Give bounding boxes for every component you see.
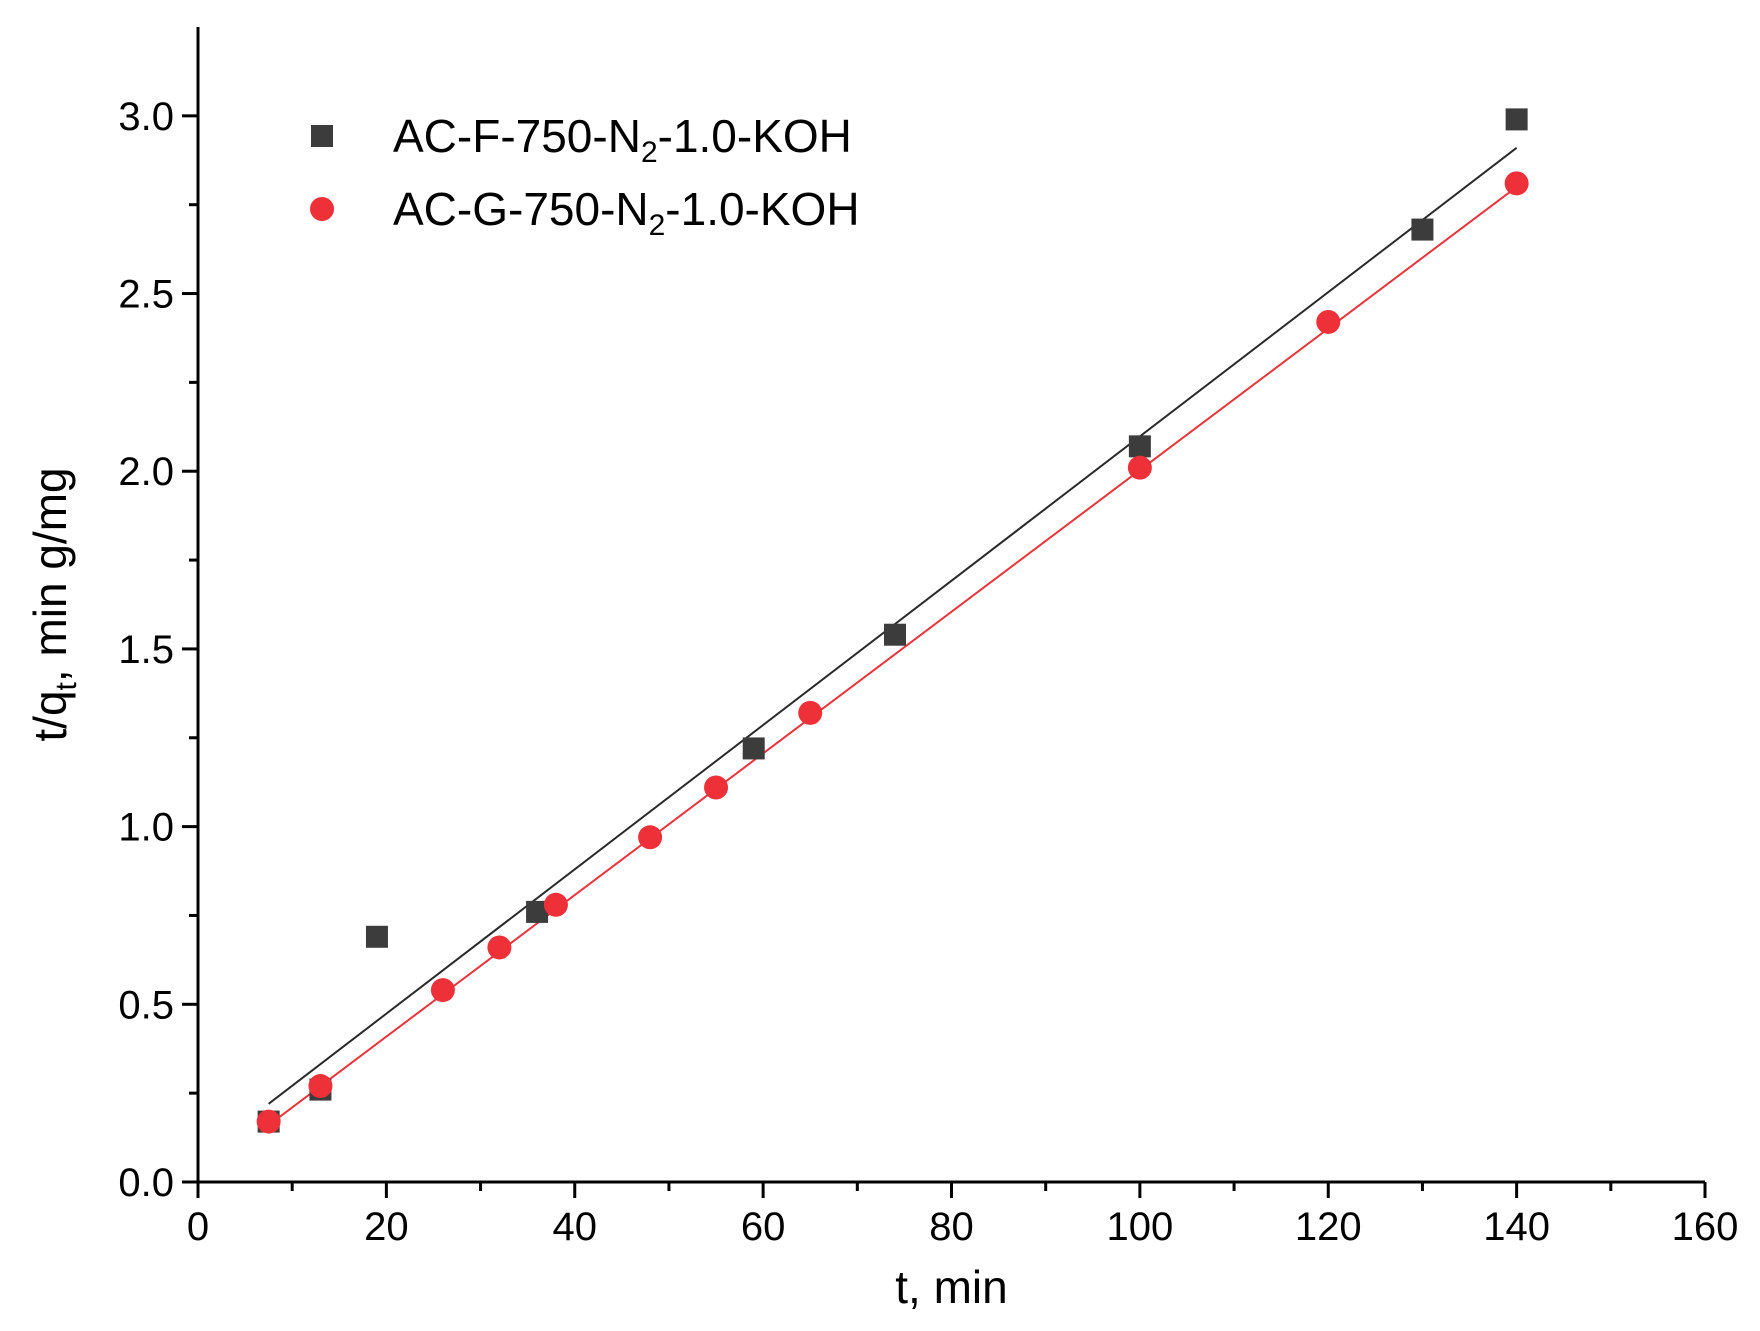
- legend-marker-circle: [310, 197, 334, 221]
- data-point-circle: [1316, 309, 1341, 334]
- data-point-circle: [487, 935, 512, 960]
- fit-line-series-2: [268, 186, 1518, 1126]
- legend-label-series-1: AC-F-750-N2-1.0-KOH: [393, 110, 852, 169]
- x-tick-label: 20: [364, 1205, 409, 1249]
- legend: AC-F-750-N2-1.0-KOH AC-G-750-N2-1.0-KOH: [310, 110, 860, 242]
- y-tick-label: 3.0: [118, 95, 174, 139]
- x-tick-label: 140: [1483, 1205, 1550, 1249]
- y-tick-label: 2.5: [118, 273, 174, 317]
- data-point-circle: [1127, 455, 1152, 480]
- data-point-circle: [543, 892, 568, 917]
- data-point-square: [1505, 108, 1528, 131]
- axes: 0 20 40 60 80 100 120 140 160 0.0 0.5 1.0 1.5 2.0 2.5 3…: [118, 27, 1738, 1249]
- x-axis-title: t, min: [895, 1261, 1007, 1313]
- legend-marker-square: [311, 125, 333, 147]
- data-point-circle: [256, 1109, 281, 1134]
- data-point-circle: [798, 700, 823, 725]
- legend-label-series-2: AC-G-750-N2-1.0-KOH: [393, 183, 860, 242]
- data-point-square: [742, 737, 765, 760]
- y-tick-label: 0.0: [118, 1161, 174, 1205]
- axis-titles: t, min t/qt, min g/mg: [24, 467, 1008, 1313]
- data-points: [256, 108, 1529, 1134]
- data-point-circle: [1504, 171, 1529, 196]
- data-point-circle: [638, 825, 663, 850]
- data-point-square: [365, 925, 388, 948]
- data-point-square: [1411, 218, 1434, 241]
- data-point-circle: [308, 1074, 333, 1099]
- y-tick-label: 1.0: [118, 806, 174, 850]
- data-point-circle: [430, 978, 455, 1003]
- y-axis-title: t/qt, min g/mg: [24, 467, 83, 741]
- x-tick-label: 60: [741, 1205, 786, 1249]
- x-tick-label: 0: [187, 1205, 209, 1249]
- data-point-circle: [704, 775, 729, 800]
- x-tick-label: 120: [1295, 1205, 1362, 1249]
- data-point-square: [1128, 435, 1151, 458]
- x-tick-label: 100: [1107, 1205, 1174, 1249]
- x-tick-label: 160: [1672, 1205, 1739, 1249]
- data-point-square: [526, 900, 549, 923]
- x-tick-label: 40: [553, 1205, 598, 1249]
- data-point-square: [883, 623, 906, 646]
- y-tick-label: 0.5: [118, 983, 174, 1027]
- x-tick-label: 80: [929, 1205, 974, 1249]
- y-tick-label: 2.0: [118, 450, 174, 494]
- y-tick-label: 1.5: [118, 628, 174, 672]
